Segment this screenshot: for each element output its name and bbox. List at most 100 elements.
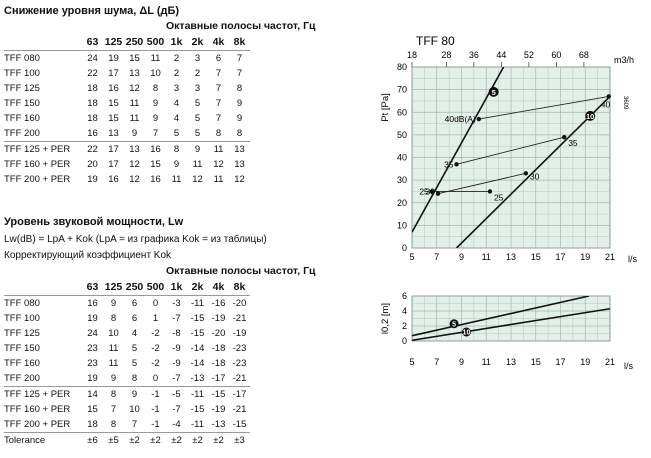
table-cell: 11 [192, 159, 203, 170]
chart2-x-label: l/s [624, 361, 634, 371]
table-cell: -21 [232, 404, 247, 415]
table-cell: -20 [211, 328, 226, 339]
table-cell: -13 [211, 419, 226, 430]
table-cell: 11 [129, 113, 140, 124]
table-cell: 3 [173, 83, 180, 94]
chart2-y-tick: 2 [402, 321, 407, 331]
table-cell: -3 [166, 295, 187, 311]
row-label: TFF 150 [4, 343, 40, 354]
power-title: Уровень звуковой мощности, Lw [4, 216, 184, 228]
chart2-x-tick: 9 [459, 357, 464, 367]
table-cell: 8 [110, 313, 117, 324]
table-row: TFF 100 22 17 13 10 2 2 7 7 [4, 66, 250, 81]
table-cell: 5 [131, 358, 138, 369]
table-row: TFF 150 18 15 11 9 4 5 7 9 [4, 96, 250, 111]
table-row: TFF 080 24 19 15 11 2 3 6 7 [4, 50, 250, 66]
table-cell: ±2 [145, 432, 166, 448]
table-row: TFF 125 + PER 22 17 13 16 8 9 11 13 [4, 141, 250, 157]
table-cell: -15 [190, 404, 205, 415]
row-label: TFF 080 [4, 295, 82, 311]
table-cell: 0 [145, 295, 166, 311]
table-cell: 6 [131, 313, 138, 324]
chart2-x-tick: 17 [555, 357, 565, 367]
table-cell: -7 [172, 373, 181, 384]
table-cell: 9 [236, 113, 243, 124]
chart1-x2-tick: 60 [551, 50, 561, 60]
chart1-x2-tick: 68 [579, 50, 589, 60]
table-row: TFF 160 + PER 20 17 12 15 9 11 12 13 [4, 157, 250, 172]
table-cell: -4 [172, 419, 181, 430]
row-label: TFF 160 + PER [4, 159, 71, 170]
table-cell: 12 [129, 159, 140, 170]
table-cell: 11 [129, 98, 140, 109]
chart1-x2-tick: 44 [496, 50, 506, 60]
chart2-series-5 [412, 296, 590, 337]
chart2-x-tick: 21 [605, 357, 615, 367]
table-row: TFF 200 + PER 18 8 7 -1 -4 -11 -13 -15 [4, 417, 250, 433]
table-cell: 18 [87, 419, 98, 430]
chart2-series-5-marker [449, 319, 459, 329]
table-cell: 16 [108, 83, 119, 94]
table-cell: 7 [229, 50, 250, 66]
table-cell: 7 [131, 419, 138, 430]
table-cell: 24 [87, 328, 98, 339]
chart1-sound-point [435, 191, 441, 196]
chart1-x-tick: 21 [605, 252, 615, 262]
table-row: TFF 125 + PER 14 8 9 -1 -5 -11 -15 -17 [4, 386, 250, 402]
chart1-label-25-right: 25 [494, 192, 504, 202]
table-cell: 8 [152, 83, 159, 94]
table-cell: 4 [173, 98, 180, 109]
table-cell: 2 [173, 68, 180, 79]
table-cell: -7 [172, 404, 181, 415]
table-cell: 8 [215, 128, 222, 139]
table-cell: 9 [103, 295, 124, 311]
chart1-label-30-right: 30 [530, 171, 540, 181]
noise-reduction-table: 63 125 250 500 1k 2k 4k 8k TFF 080 24 19 15 11 2 3 6 7 TF… [4, 35, 250, 187]
table-row: TFF 200 16 13 9 7 5 5 8 8 [4, 126, 250, 142]
chart1-label-40-right: 40 [601, 99, 611, 109]
row-label: TFF 150 [4, 98, 40, 109]
chart1-sound-point [562, 134, 567, 140]
power-formula: Lw(dB) = LpA + Kok (LpA = из графика Kok… [4, 234, 267, 245]
table-cell: -14 [190, 343, 205, 354]
chart1-y-tick: 30 [397, 175, 407, 185]
chart1-y-tick: 10 [397, 220, 407, 230]
table-cell: -16 [208, 295, 229, 311]
chart2-series-10-marker-label: 10 [463, 330, 471, 337]
table-cell: 23 [87, 343, 98, 354]
sound-power-correction-table: 63 125 250 500 1k 2k 4k 8k TFF 080 16 9 6 0 -3 -11 -16-… [4, 280, 250, 448]
table-cell: 4 [173, 113, 180, 124]
power-corner [4, 280, 82, 296]
table-cell: 16 [108, 174, 119, 185]
table-cell: 2 [194, 68, 201, 79]
table-cell: 3 [194, 83, 201, 94]
noise-band-63: 63 [86, 36, 99, 48]
chart1-label-40dba: 40dB(A) [445, 114, 476, 124]
table-cell: 8 [166, 141, 187, 157]
table-cell: 9 [110, 373, 117, 384]
table-cell: 5 [131, 343, 138, 354]
noise-band-4k: 4k [212, 36, 225, 48]
table-cell: 19 [103, 50, 124, 66]
table-cell: -2 [151, 358, 160, 369]
table-cell: 11 [145, 50, 166, 66]
chart1-sound-point [487, 189, 493, 194]
table-row: TFF 200 + PER 19 16 12 16 11 12 11 12 [4, 172, 250, 187]
row-label: TFF 160 + PER [4, 404, 71, 415]
table-cell: 11 [108, 358, 119, 369]
table-cell: -1 [145, 386, 166, 402]
table-cell: ±6 [82, 432, 103, 448]
table-cell: 6 [208, 50, 229, 66]
chart1-y-tick: 40 [397, 153, 407, 163]
table-cell: -9 [172, 343, 181, 354]
chart2-x-tick: 7 [434, 357, 439, 367]
table-cell: 16 [145, 141, 166, 157]
chart2-y-tick: 0 [402, 336, 407, 346]
table-cell: -14 [190, 358, 205, 369]
power-correction: Корректирующий коэффициент Kok [4, 250, 172, 261]
chart1-x2-tick: 36 [469, 50, 479, 60]
table-row: TFF 125 18 16 12 8 3 3 7 8 [4, 81, 250, 96]
chart1-title: TFF 80 [416, 34, 455, 48]
table-cell: ±5 [103, 432, 124, 448]
table-cell: 12 [129, 83, 140, 94]
